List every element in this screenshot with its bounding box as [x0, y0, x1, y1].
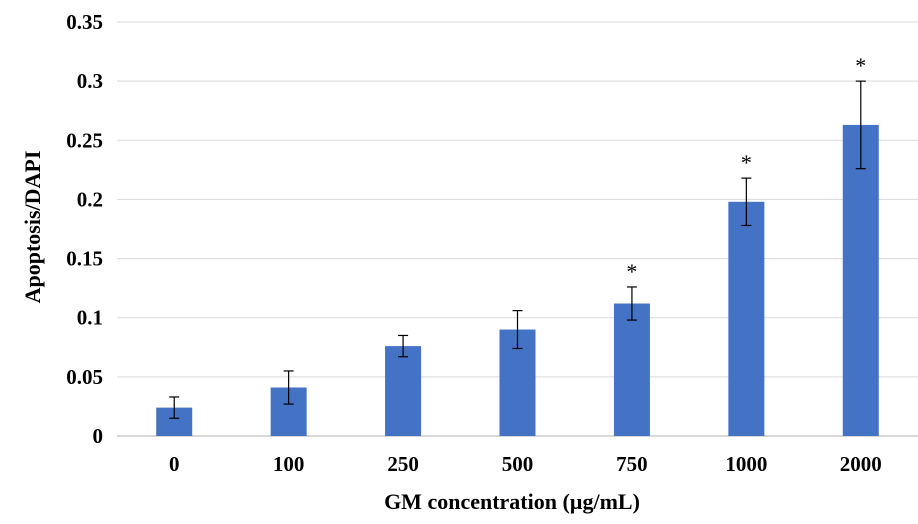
y-tick-label: 0.25 [66, 128, 103, 152]
x-tick-label: 500 [502, 452, 534, 476]
bars [156, 125, 879, 436]
x-tick-label: 1000 [725, 452, 767, 476]
y-tick-label: 0.1 [77, 306, 103, 330]
y-tick-label: 0 [93, 424, 104, 448]
x-tick-label: 750 [616, 452, 648, 476]
y-tick-labels: 0 0.05 0.1 0.15 0.2 0.25 0.3 0.35 [66, 10, 103, 448]
significance-star: * [741, 150, 752, 175]
y-axis-title: Apoptosis/DAPI [20, 151, 45, 304]
y-tick-label: 0.05 [66, 365, 103, 389]
bar [385, 346, 421, 436]
significance-star: * [855, 53, 866, 78]
bar [614, 304, 650, 436]
significance-star: * [626, 259, 637, 284]
bar [728, 202, 764, 436]
y-tick-label: 0.15 [66, 247, 103, 271]
x-tick-label: 250 [387, 452, 419, 476]
y-tick-label: 0.3 [77, 69, 103, 93]
y-tick-label: 0.35 [66, 10, 103, 34]
x-tick-labels: 0 100 250 500 750 1000 2000 [169, 452, 882, 476]
y-tick-label: 0.2 [77, 187, 103, 211]
x-axis-title: GM concentration (µg/mL) [384, 489, 640, 514]
x-tick-label: 2000 [840, 452, 882, 476]
bar [843, 125, 879, 436]
x-tick-label: 0 [169, 452, 180, 476]
x-tick-label: 100 [273, 452, 305, 476]
